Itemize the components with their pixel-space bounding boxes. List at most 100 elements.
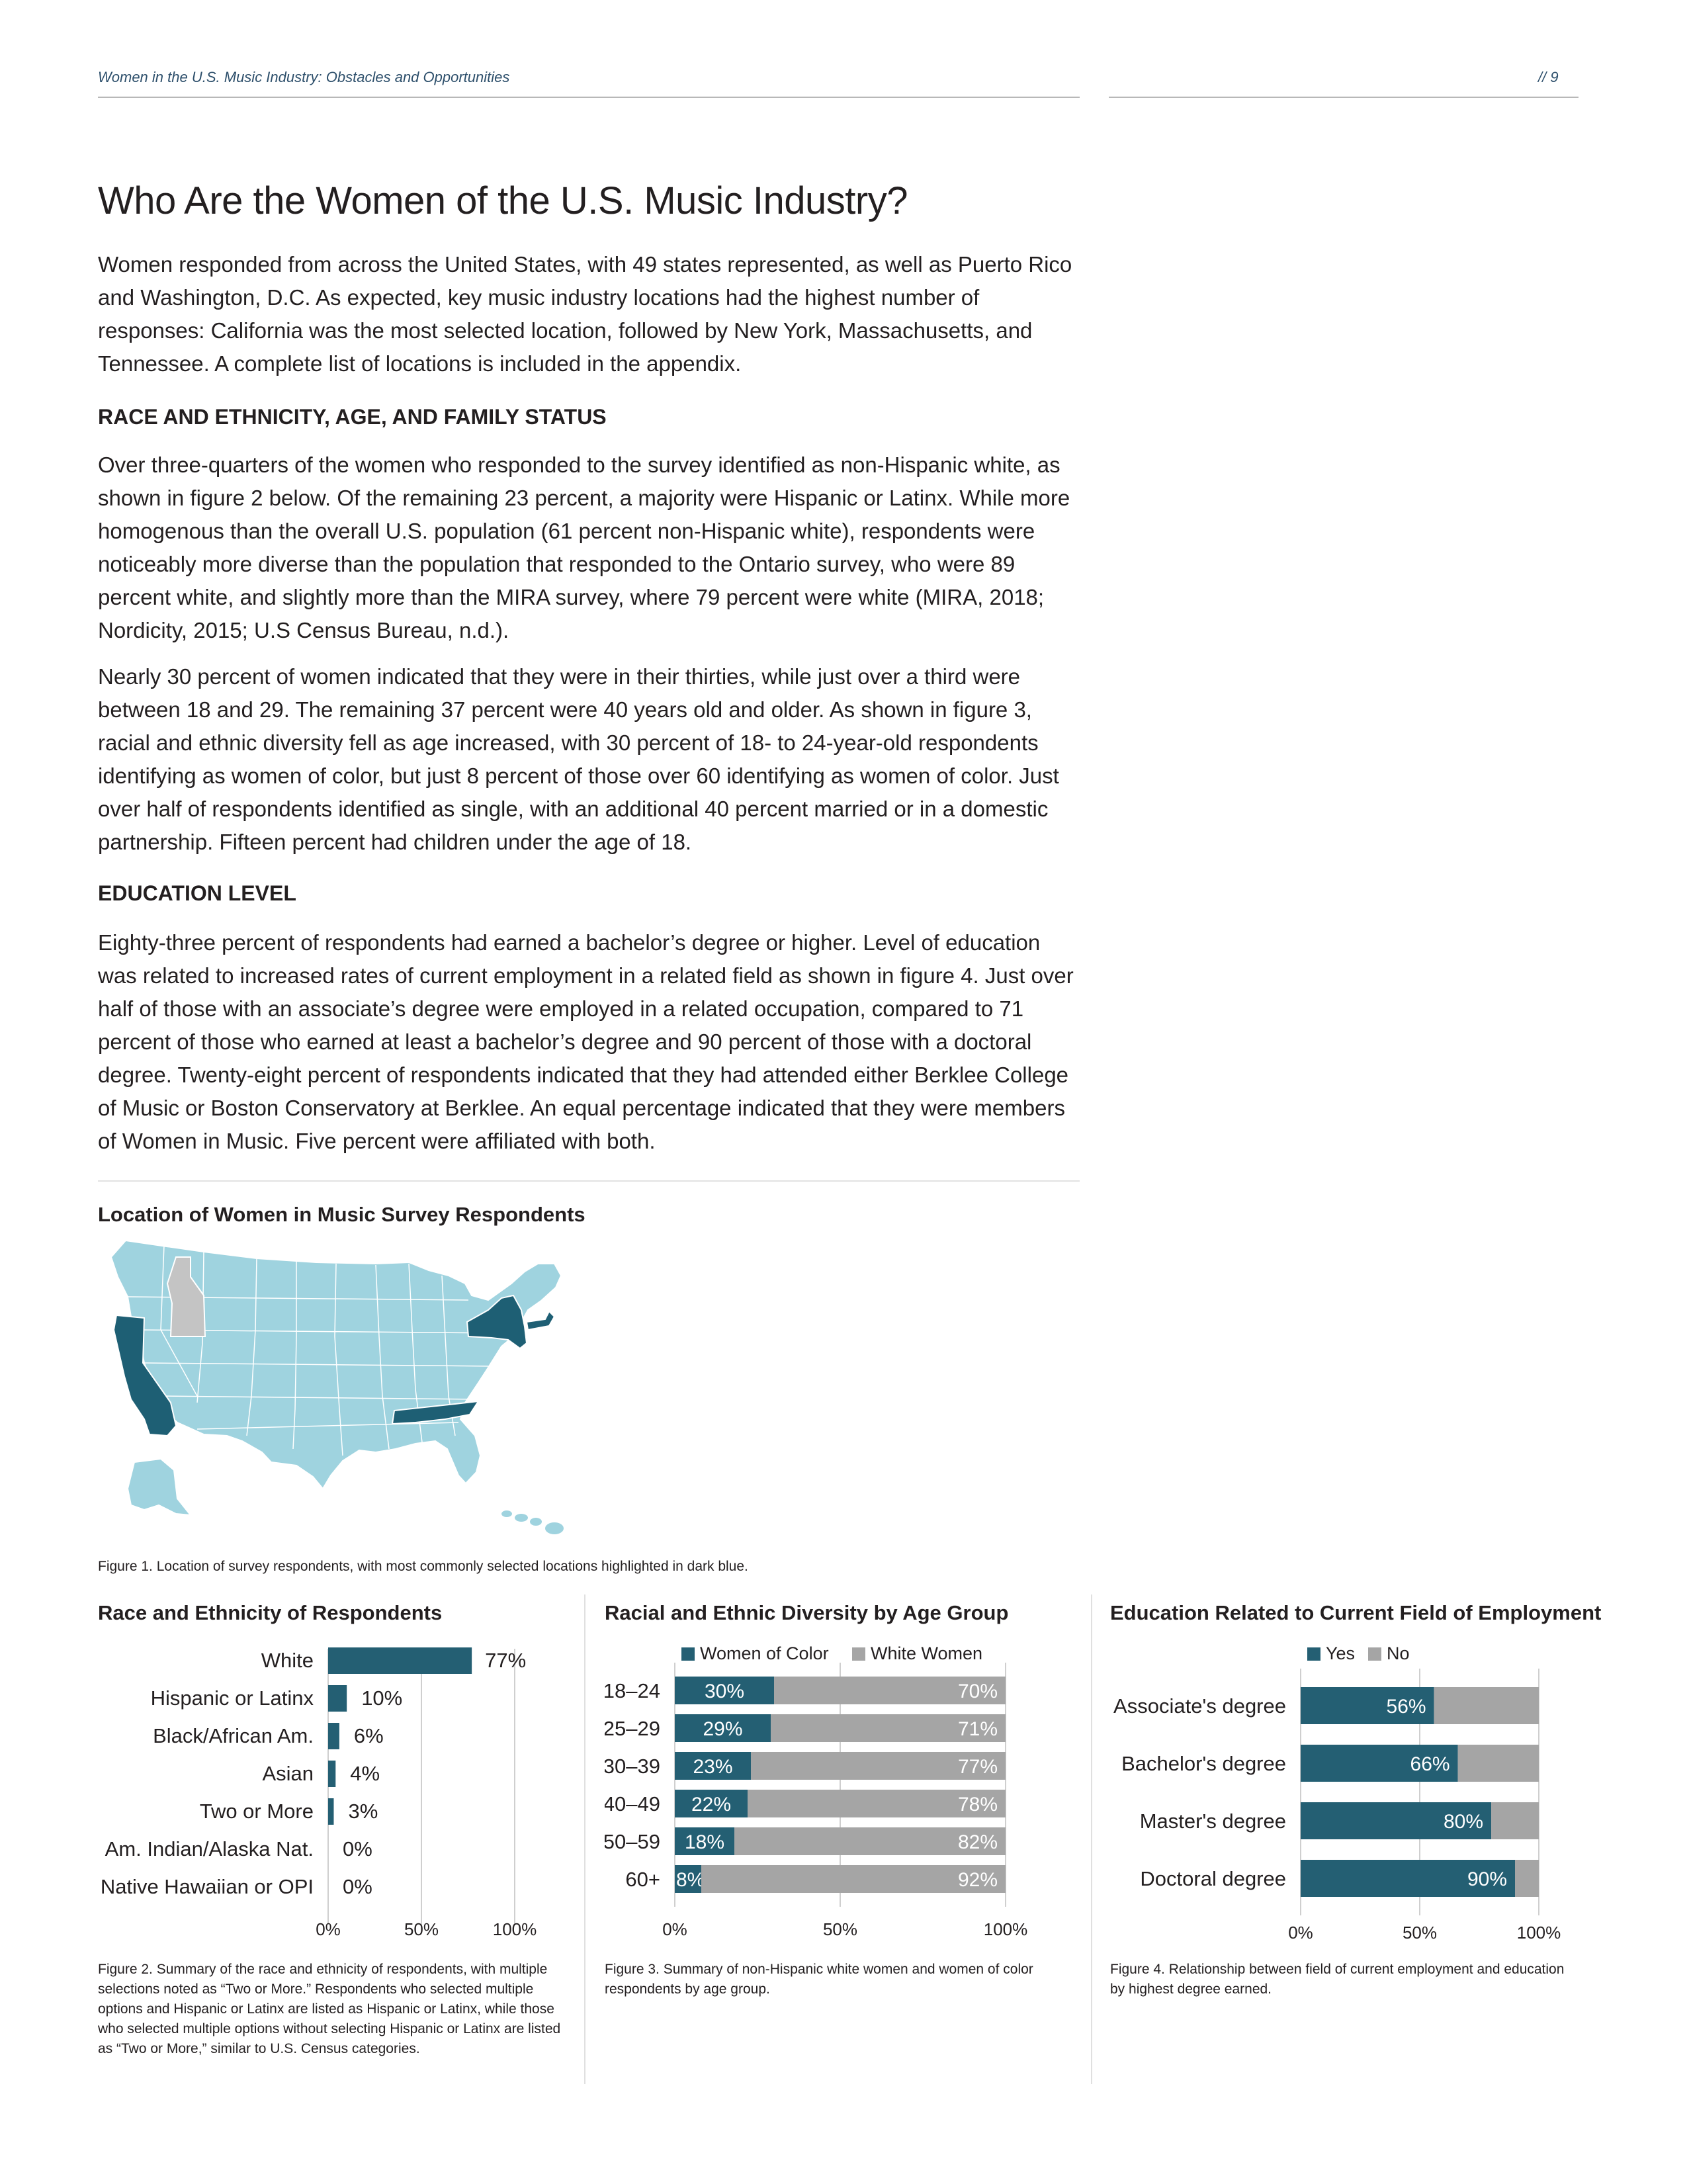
figure3-title: Racial and Ethnic Diversity by Age Group — [605, 1601, 1009, 1624]
bar — [328, 1685, 347, 1712]
x-tick-label: 50% — [1403, 1923, 1437, 1943]
category-label: Bachelor's degree — [1121, 1752, 1286, 1775]
age-diversity-chart: Women of Color White Women 0% 50% 100% 18–24 3… — [605, 1643, 1028, 1939]
data-label: 30% — [705, 1681, 744, 1702]
bar-segment — [1491, 1802, 1539, 1839]
x-tick-label: 50% — [404, 1919, 439, 1939]
bar-segment — [1301, 1745, 1458, 1782]
figure4-title: Education Related to Current Field of Em… — [1110, 1601, 1602, 1624]
data-label: 4% — [350, 1762, 380, 1785]
x-tick-label: 100% — [984, 1919, 1028, 1939]
bar-segment — [1301, 1860, 1515, 1897]
race-paragraph: Over three-quarters of the women who res… — [98, 453, 1070, 642]
figure1-caption: Figure 1. Location of survey respondents… — [98, 1559, 748, 1574]
column-divider-2 — [1091, 1594, 1092, 2084]
state-borders — [127, 1245, 509, 1456]
data-label: 23% — [693, 1756, 732, 1778]
alaska-shape — [126, 1458, 193, 1516]
data-label: 90% — [1467, 1868, 1507, 1890]
data-label: 10% — [361, 1686, 402, 1710]
legend-swatch — [681, 1647, 695, 1661]
bar-segment — [1457, 1745, 1539, 1782]
bar-segment — [734, 1827, 1006, 1855]
data-label: 80% — [1444, 1811, 1483, 1833]
category-label: Asian — [262, 1762, 314, 1785]
age-paragraph: Nearly 30 percent of women indicated tha… — [98, 664, 1059, 854]
legend-label: No — [1387, 1643, 1410, 1663]
bar-segment — [771, 1714, 1006, 1742]
section-divider — [98, 1180, 1080, 1182]
category-label: 50–59 — [605, 1830, 660, 1853]
section-heading-race: RACE AND ETHNICITY, AGE, AND FAMILY STAT… — [98, 405, 607, 429]
bar-segment — [774, 1677, 1006, 1704]
figure4-caption: Figure 4. Relationship between field of … — [1110, 1962, 1565, 1997]
bar-segment — [675, 1865, 701, 1893]
category-label: 60+ — [625, 1868, 660, 1891]
intro-paragraph: Women responded from across the United S… — [98, 252, 1072, 376]
bar-segment — [751, 1752, 1006, 1780]
data-label: 82% — [958, 1831, 998, 1853]
legend-swatch — [1307, 1647, 1320, 1661]
bar-segment — [675, 1827, 734, 1855]
x-tick-label: 50% — [823, 1919, 857, 1939]
california-shape — [112, 1314, 177, 1437]
header-rule-right — [1109, 97, 1579, 98]
header-rule-left — [98, 97, 1080, 98]
data-label: 77% — [958, 1756, 998, 1778]
massachusetts-shape — [525, 1310, 556, 1331]
race-ethnicity-chart: 0% 50% 100% White 77% Hispanic or Latinx 10% Bl… — [101, 1647, 537, 1939]
data-label: 0% — [343, 1837, 372, 1860]
x-tick-label: 0% — [316, 1919, 341, 1939]
bar — [328, 1798, 334, 1825]
data-label: 22% — [691, 1794, 731, 1815]
running-title: Women in the U.S. Music Industry: Obstac… — [98, 69, 510, 85]
column-divider-1 — [584, 1594, 585, 2084]
tennessee-shape — [391, 1400, 480, 1425]
category-label: Native Hawaiian or OPI — [101, 1875, 314, 1898]
category-label: Hispanic or Latinx — [151, 1686, 314, 1710]
bar-segment — [675, 1790, 748, 1817]
category-label: Am. Indian/Alaska Nat. — [105, 1837, 314, 1860]
idaho-shape — [166, 1256, 206, 1337]
bar-segment — [1515, 1860, 1539, 1897]
hawaii-shape — [501, 1510, 564, 1534]
legend-label: White Women — [871, 1643, 982, 1663]
category-label: 40–49 — [605, 1792, 660, 1815]
data-label: 8% — [676, 1869, 705, 1891]
bar-segment — [1434, 1687, 1539, 1724]
data-label: 71% — [958, 1718, 998, 1740]
bar-segment — [675, 1714, 771, 1742]
bar — [328, 1647, 472, 1674]
data-label: 0% — [343, 1875, 372, 1898]
us-map — [98, 1237, 574, 1542]
legend-swatch — [852, 1647, 865, 1661]
bar-segment — [1301, 1802, 1491, 1839]
page-title: Who Are the Women of the U.S. Music Indu… — [98, 179, 908, 222]
figure2-caption: Figure 2. Summary of the race and ethnic… — [98, 1962, 561, 2056]
bar-segment — [701, 1865, 1006, 1893]
data-label: 66% — [1410, 1753, 1450, 1775]
education-employment-chart: Yes No 0% 50% 100% Associate's degree 56% Bache… — [1113, 1643, 1561, 1943]
bar-segment — [675, 1677, 774, 1704]
category-label: 30–39 — [605, 1755, 660, 1778]
x-tick-label: 0% — [1288, 1923, 1313, 1943]
x-tick-label: 0% — [662, 1919, 687, 1939]
bar-segment — [748, 1790, 1006, 1817]
data-label: 56% — [1387, 1696, 1426, 1718]
bar-segment — [675, 1752, 751, 1780]
bar — [328, 1761, 336, 1787]
section-heading-education: EDUCATION LEVEL — [98, 881, 296, 905]
category-label: Two or More — [200, 1800, 314, 1823]
category-label: Black/African Am. — [153, 1724, 314, 1747]
page-number: // 9 — [1538, 69, 1559, 85]
x-tick-label: 100% — [1517, 1923, 1561, 1943]
data-label: 92% — [958, 1869, 998, 1891]
legend-label: Yes — [1326, 1643, 1355, 1663]
data-label: 3% — [348, 1800, 378, 1823]
legend-label: Women of Color — [700, 1643, 829, 1663]
legend-swatch — [1368, 1647, 1381, 1661]
category-label: White — [261, 1649, 314, 1672]
x-tick-label: 100% — [493, 1919, 537, 1939]
bar — [328, 1723, 339, 1749]
data-label: 6% — [354, 1724, 384, 1747]
